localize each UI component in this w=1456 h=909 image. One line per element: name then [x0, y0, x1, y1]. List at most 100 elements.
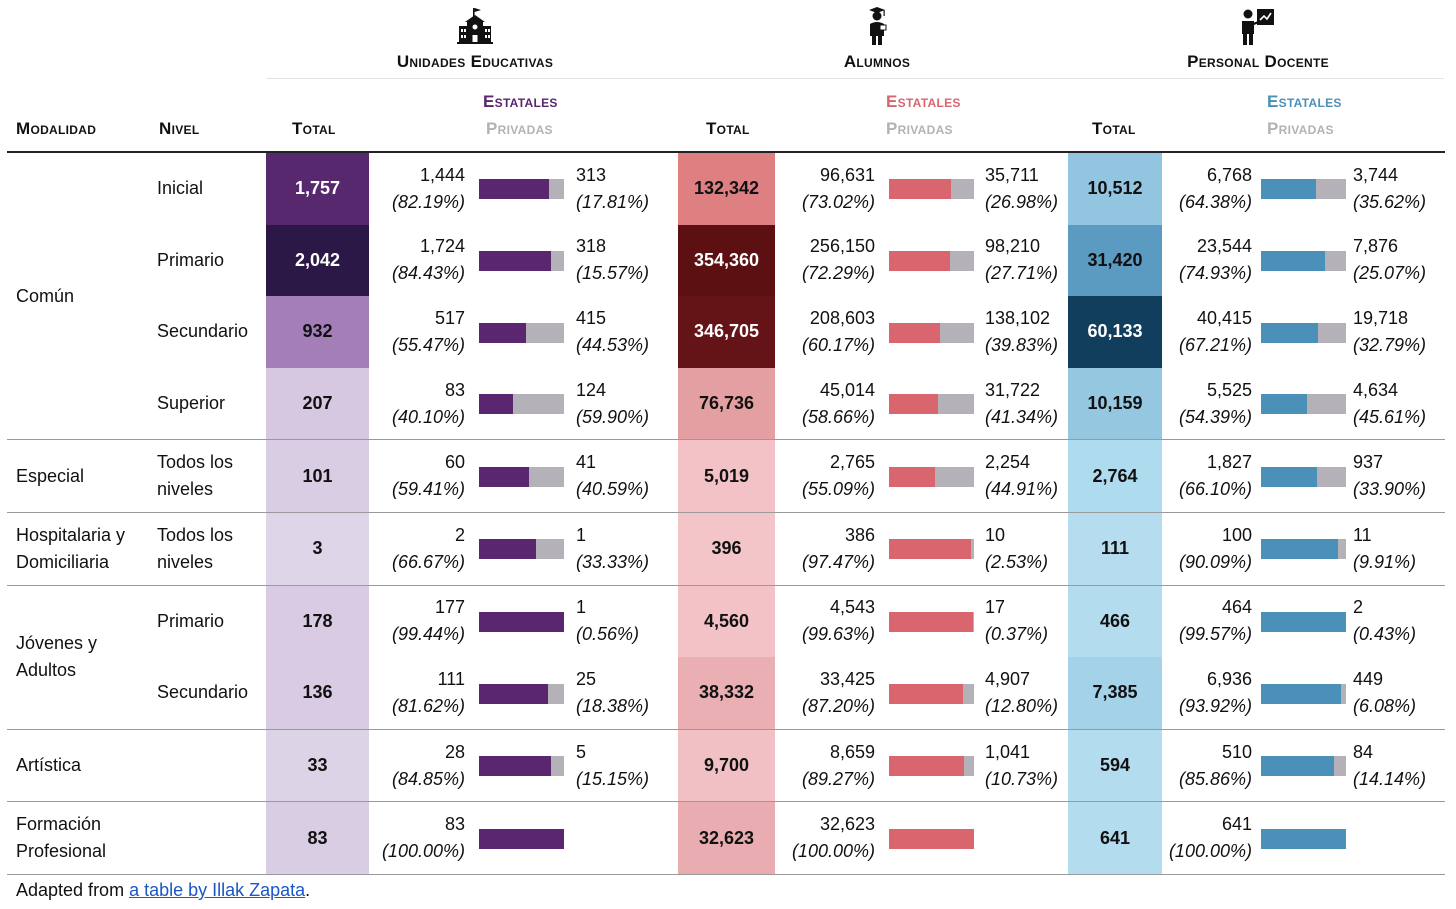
share-bar [1261, 828, 1346, 849]
share-bar-estatales-fill [888, 394, 939, 415]
share-bar-estatales-fill [888, 683, 963, 704]
share-bar-estatales-fill [888, 322, 940, 343]
estatales-unidades-cell: 60 (59.41%) [369, 440, 471, 513]
subheader-estatales-unidades: Estatales [483, 92, 558, 111]
share-bar-unidades-cell [471, 225, 572, 297]
share-bar-docentes-cell [1258, 585, 1349, 657]
share-bar [1261, 466, 1346, 487]
privadas-docentes-cell: 19,718 (32.79%) [1349, 296, 1445, 368]
estatales-count: 32,623 [819, 814, 875, 835]
share-bar-alumnos-cell [881, 296, 981, 368]
privadas-percent: (27.71%) [985, 263, 1059, 284]
school-building-icon [456, 6, 494, 46]
estatales-count: 83 [444, 379, 465, 400]
estatales-percent: (90.09%) [1178, 551, 1252, 572]
total-unidades-cell: 83 [266, 801, 369, 875]
estatales-count: 23,544 [1196, 236, 1252, 257]
total-alumnos-cell: 38,332 [678, 657, 775, 730]
share-bar-unidades-cell [471, 440, 572, 513]
share-bar [1261, 251, 1346, 272]
group-formacion-profesional: Formación Profesional 83 83 (100.00%) 32,623… [7, 801, 1445, 875]
share-bar-estatales-fill [888, 251, 950, 272]
estatales-unidades-cell: 1,724 (84.43%) [369, 225, 471, 297]
share-bar-docentes-cell [1258, 225, 1349, 297]
modalidad-cell: Jóvenes y Adultos [16, 633, 98, 681]
estatales-count: 40,415 [1196, 307, 1252, 328]
total-alumnos-cell: 346,705 [678, 296, 775, 368]
privadas-percent: (18.38%) [576, 695, 650, 716]
group-title-alumnos: Alumnos [843, 52, 911, 71]
estatales-docentes-cell: 6,768 (64.38%) [1162, 152, 1258, 225]
estatales-count: 2 [454, 524, 465, 545]
privadas-percent: (0.37%) [985, 624, 1049, 645]
privadas-percent: (0.56%) [576, 624, 640, 645]
share-bar-estatales-fill [888, 539, 972, 560]
share-bar-docentes-cell [1258, 802, 1349, 875]
column-header-total-alumnos: Total [706, 119, 750, 138]
subheader-estatales-docentes: Estatales [1267, 92, 1342, 111]
share-bar-estatales-fill [1261, 322, 1319, 343]
privadas-docentes-cell: 84 (14.14%) [1349, 729, 1445, 802]
group-jovenes-adultos: Jóvenes y Adultos Primario 178 177 (99.44%) 1… [7, 585, 1445, 730]
column-header-modalidad: Modalidad [16, 119, 97, 138]
total-docentes-cell: 594 [1068, 729, 1162, 802]
share-bar-estatales-fill [479, 466, 530, 487]
estatales-count: 510 [1221, 741, 1252, 762]
total-alumnos-cell: 76,736 [678, 367, 775, 440]
share-bar-docentes-cell [1258, 512, 1349, 585]
privadas-docentes-cell [1349, 802, 1445, 875]
estatales-percent: (99.57%) [1178, 624, 1252, 645]
estatales-docentes-cell: 1,827 (66.10%) [1162, 440, 1258, 513]
share-bar [479, 828, 564, 849]
estatales-count: 6,768 [1206, 164, 1252, 185]
estatales-percent: (82.19%) [391, 191, 465, 212]
table-row: Común Inicial 1,757 1,444 (82.19%) 313 (17.81%… [7, 152, 1445, 306]
modalidad-cell: Hospitalaria y Domiciliaria [16, 524, 126, 572]
privadas-alumnos-cell: 35,711 (26.98%) [981, 152, 1068, 225]
privadas-alumnos-cell [981, 802, 1068, 875]
estatales-percent: (89.27%) [801, 768, 875, 789]
share-bar-docentes-cell [1258, 440, 1349, 513]
modalidad-cell: Artística [16, 755, 82, 776]
nivel-cell: Secundario [157, 321, 249, 342]
estatales-alumnos-cell: 96,631 (73.02%) [775, 152, 881, 225]
estatales-count: 6,936 [1206, 668, 1252, 689]
privadas-count: 5 [576, 741, 587, 762]
estatales-alumnos-cell: 208,603 (60.17%) [775, 296, 881, 368]
privadas-count: 19,718 [1353, 307, 1409, 328]
estatales-count: 517 [434, 307, 465, 328]
privadas-count: 41 [576, 452, 597, 473]
share-bar-unidades-cell [471, 152, 572, 225]
privadas-count: 17 [985, 597, 1006, 618]
table-row: Superior 207 83 (40.10%) 124 (59.90%) 76,736 45… [7, 367, 1445, 440]
estatales-alumnos-cell: 4,543 (99.63%) [775, 585, 881, 657]
group-hospitalaria: Hospitalaria y Domiciliaria Todos los niv… [7, 512, 1445, 586]
estatales-count: 4,543 [829, 597, 875, 618]
share-bar-unidades-cell [471, 512, 572, 585]
estatales-percent: (64.38%) [1178, 191, 1252, 212]
privadas-docentes-cell: 449 (6.08%) [1349, 657, 1445, 729]
privadas-count: 937 [1353, 452, 1384, 473]
privadas-count: 11 [1353, 524, 1372, 545]
share-bar [1261, 683, 1346, 704]
nivel-cell: Primario [157, 249, 225, 270]
total-unidades-cell: 932 [266, 296, 369, 368]
modalidad-cell: Común [16, 285, 75, 306]
share-bar [479, 683, 564, 704]
share-bar-unidades-cell [471, 296, 572, 368]
estatales-count: 111 [437, 668, 465, 689]
estatales-alumnos-cell: 2,765 (55.09%) [775, 440, 881, 513]
share-bar-estatales-fill [1261, 756, 1334, 777]
share-bar [888, 251, 974, 272]
source-link[interactable]: a table by Illak Zapata [129, 880, 306, 900]
privadas-unidades-cell: 313 (17.81%) [572, 152, 678, 225]
share-bar-estatales-fill [479, 179, 549, 200]
privadas-unidades-cell: 318 (15.57%) [572, 225, 678, 297]
privadas-count: 3,744 [1353, 164, 1399, 185]
privadas-unidades-cell: 41 (40.59%) [572, 440, 678, 513]
group-header-docentes: Personal Docente [1133, 0, 1383, 72]
privadas-percent: (40.59%) [576, 479, 650, 500]
privadas-unidades-cell: 5 (15.15%) [572, 729, 678, 802]
total-alumnos-cell: 5,019 [678, 439, 775, 513]
privadas-percent: (12.80%) [985, 695, 1059, 716]
